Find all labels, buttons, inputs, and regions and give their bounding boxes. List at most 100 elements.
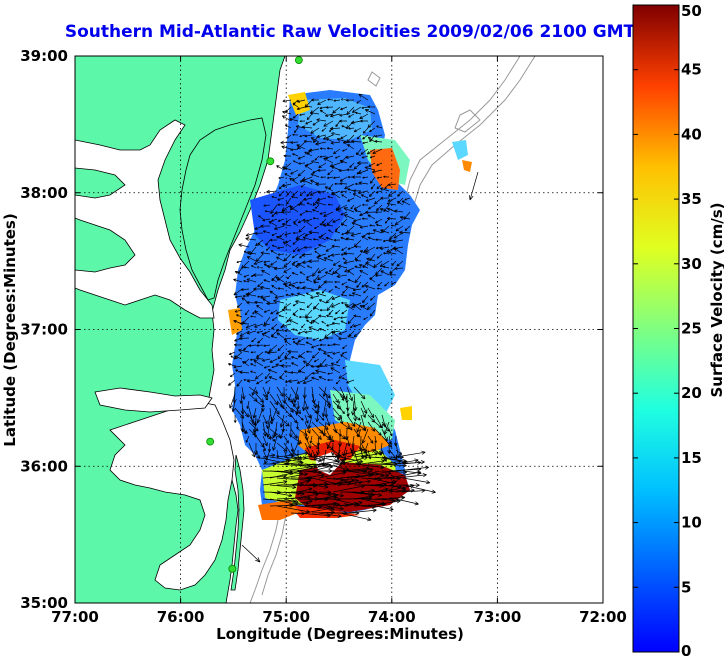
velocity-arrow [253, 442, 259, 456]
velocity-arrow [381, 459, 402, 465]
velocity-arrow [286, 316, 292, 323]
velocity-arrow [287, 349, 299, 354]
velocity-arrow [344, 267, 355, 273]
velocity-arrow [257, 243, 264, 248]
velocity-arrow [350, 442, 356, 456]
velocity-arrow [306, 302, 313, 309]
velocity-arrow [326, 147, 334, 150]
velocity-arrow [361, 106, 369, 110]
x-tick-label: 74:00 [368, 608, 416, 626]
velocity-arrow [304, 506, 333, 514]
velocity-arrow [353, 463, 385, 470]
velocity-arrow [312, 267, 320, 277]
velocity-arrow [327, 372, 334, 375]
velocity-arrow [369, 309, 376, 317]
velocity-arrow [310, 173, 320, 178]
velocity-arrow [329, 267, 334, 272]
velocity-arrow [317, 168, 327, 172]
velocity-arrow [396, 260, 404, 267]
velocity-arrow [358, 264, 369, 269]
velocity-arrow [305, 120, 313, 125]
velocity-arrow [376, 253, 383, 259]
velocity-arrow [258, 215, 264, 220]
velocity-arrow [339, 393, 345, 401]
velocity-arrow [253, 287, 264, 291]
velocity-arrow [280, 140, 292, 145]
velocity-arrow [269, 435, 276, 442]
velocity-arrow [311, 462, 343, 472]
velocity-arrow [243, 279, 250, 283]
velocity-arrow [318, 162, 327, 169]
velocity-arrow [319, 147, 327, 150]
velocity-arrow [395, 450, 426, 458]
velocity-arrow [234, 309, 243, 313]
velocity-arrow [262, 230, 271, 234]
velocity-arrow [388, 435, 392, 445]
velocity-arrow [246, 400, 250, 409]
velocity-arrow [368, 190, 376, 197]
velocity-arrow [229, 372, 236, 378]
velocity-arrow [290, 501, 310, 507]
velocity-arrow [335, 271, 341, 276]
velocity-arrow [254, 310, 264, 318]
velocity-arrow [246, 379, 257, 383]
velocity-arrow [394, 247, 404, 255]
velocity-arrow [304, 473, 325, 479]
velocity-arrow [367, 232, 376, 236]
velocity-arrow [318, 376, 327, 381]
velocity-arrow [331, 244, 341, 248]
velocity-arrow [262, 386, 268, 398]
velocity-arrow [243, 344, 250, 351]
velocity-arrow [252, 309, 257, 315]
velocity-arrow [263, 204, 271, 207]
velocity-arrow [331, 302, 341, 308]
velocity-arrow [354, 245, 362, 248]
velocity-arrow [296, 106, 306, 111]
velocity-arrow [322, 134, 334, 140]
velocity-arrow [332, 448, 365, 458]
velocity-arrow [298, 162, 306, 165]
velocity-arrow [283, 154, 292, 158]
velocity-arrow [367, 204, 376, 210]
velocity-arrow [347, 270, 355, 276]
velocity-arrow [230, 355, 236, 360]
velocity-arrow [363, 246, 369, 253]
velocity-arrow [361, 217, 369, 220]
velocity-arrow [350, 232, 362, 237]
velocity-arrow [316, 256, 327, 262]
velocity-arrow [277, 197, 285, 201]
velocity-arrow [399, 215, 411, 220]
velocity-arrow [387, 442, 392, 454]
velocity-arrow [369, 277, 376, 283]
outer-banks [230, 454, 245, 591]
velocity-arrow [288, 393, 292, 401]
velocity-arrow [290, 428, 298, 439]
velocity-arrow [325, 505, 344, 511]
velocity-arrow [353, 127, 362, 133]
velocity-arrow [376, 162, 383, 166]
velocity-arrow [367, 236, 376, 241]
velocity-arrow [311, 160, 320, 164]
velocity-arrow [290, 148, 299, 152]
velocity-arrow [314, 155, 320, 161]
velocity-arrow [263, 260, 271, 264]
velocity-arrow [327, 169, 334, 176]
velocity-arrow [282, 241, 292, 248]
velocity-arrow [277, 351, 285, 360]
velocity-arrow [358, 93, 369, 101]
velocity-arrow [314, 225, 320, 229]
velocity-arrow [340, 106, 348, 111]
velocity-arrow [321, 218, 327, 224]
velocity-arrow [367, 105, 376, 109]
velocity-arrow [346, 386, 353, 402]
velocity-arrow [306, 336, 313, 340]
velocity-arrow [386, 202, 397, 206]
velocity-arrow [310, 295, 320, 299]
velocity-arrow [312, 217, 320, 220]
velocity-arrow [316, 118, 327, 122]
velocity-arrow [346, 120, 355, 130]
velocity-arrow [374, 140, 383, 143]
velocity-arrow [341, 301, 348, 305]
velocity-arrow [350, 323, 355, 329]
velocity-arrow [328, 229, 334, 234]
